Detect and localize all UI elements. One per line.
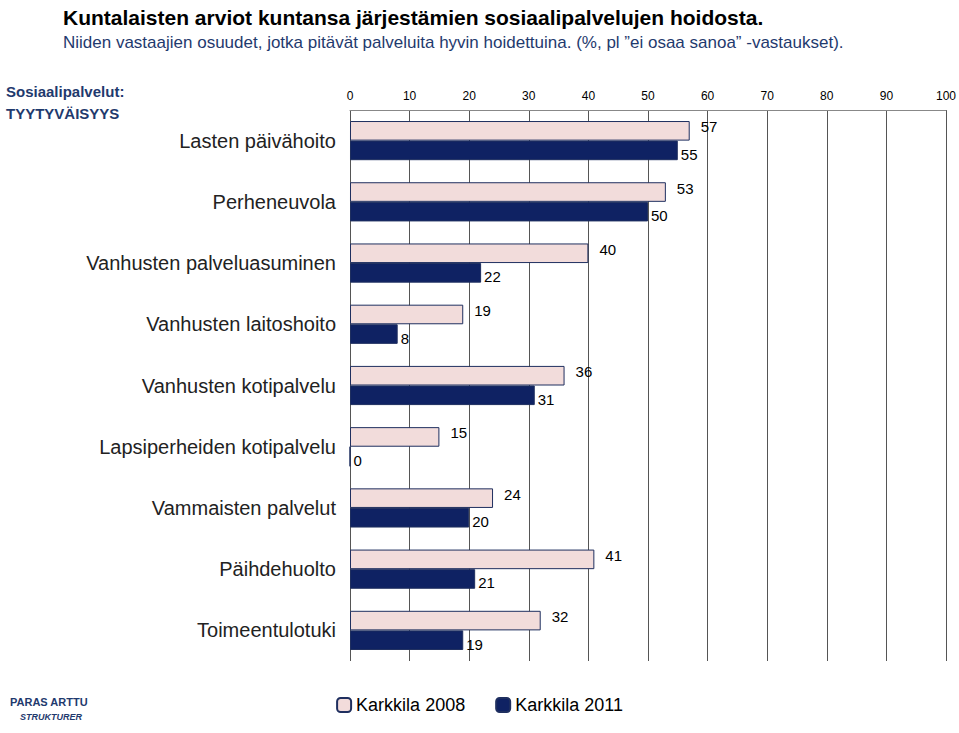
svg-text:100: 100 bbox=[936, 89, 956, 103]
svg-text:36: 36 bbox=[576, 363, 593, 380]
svg-text:57: 57 bbox=[701, 118, 718, 135]
svg-text:STRUKTURER: STRUKTURER bbox=[20, 712, 82, 722]
svg-text:Karkkila 2008: Karkkila 2008 bbox=[356, 695, 465, 715]
svg-text:Sosiaalipalvelut:: Sosiaalipalvelut: bbox=[6, 83, 124, 100]
svg-text:40: 40 bbox=[599, 241, 616, 258]
svg-text:20: 20 bbox=[472, 513, 489, 530]
svg-text:19: 19 bbox=[474, 302, 491, 319]
svg-text:24: 24 bbox=[504, 486, 521, 503]
svg-text:70: 70 bbox=[761, 89, 775, 103]
svg-text:41: 41 bbox=[605, 547, 622, 564]
svg-text:Vanhusten palveluasuminen: Vanhusten palveluasuminen bbox=[86, 252, 336, 274]
svg-text:30: 30 bbox=[522, 89, 536, 103]
svg-text:8: 8 bbox=[401, 330, 409, 347]
svg-text:21: 21 bbox=[478, 574, 495, 591]
svg-text:PARAS ARTTU: PARAS ARTTU bbox=[10, 696, 88, 708]
svg-text:Kuntalaisten arviot kuntansa j: Kuntalaisten arviot kuntansa järjestämie… bbox=[63, 6, 763, 29]
svg-text:Lapsiperheiden kotipalvelu: Lapsiperheiden kotipalvelu bbox=[99, 436, 336, 458]
svg-text:TYYTYVÄISYYS: TYYTYVÄISYYS bbox=[6, 105, 119, 122]
svg-text:Karkkila 2011: Karkkila 2011 bbox=[515, 695, 623, 715]
svg-text:15: 15 bbox=[450, 424, 467, 441]
svg-text:0: 0 bbox=[347, 89, 354, 103]
svg-text:90: 90 bbox=[880, 89, 894, 103]
svg-text:60: 60 bbox=[701, 89, 715, 103]
svg-text:Vanhusten kotipalvelu: Vanhusten kotipalvelu bbox=[142, 375, 336, 397]
svg-text:Niiden vastaajien osuudet, jot: Niiden vastaajien osuudet, jotka pitävät… bbox=[63, 33, 844, 52]
svg-text:80: 80 bbox=[820, 89, 834, 103]
svg-text:50: 50 bbox=[651, 207, 668, 224]
svg-text:10: 10 bbox=[403, 89, 417, 103]
svg-text:31: 31 bbox=[538, 391, 555, 408]
svg-text:0: 0 bbox=[354, 452, 362, 469]
svg-text:32: 32 bbox=[552, 608, 569, 625]
svg-text:Toimeentulotuki: Toimeentulotuki bbox=[197, 619, 336, 641]
svg-text:Päihdehuolto: Päihdehuolto bbox=[219, 558, 336, 580]
svg-text:Vanhusten laitoshoito: Vanhusten laitoshoito bbox=[146, 313, 336, 335]
svg-text:Vammaisten palvelut: Vammaisten palvelut bbox=[152, 497, 337, 519]
svg-text:55: 55 bbox=[681, 146, 698, 163]
svg-text:53: 53 bbox=[677, 180, 694, 197]
svg-text:Perheneuvola: Perheneuvola bbox=[213, 191, 337, 213]
svg-text:20: 20 bbox=[463, 89, 477, 103]
svg-text:19: 19 bbox=[466, 636, 483, 653]
svg-text:50: 50 bbox=[641, 89, 655, 103]
svg-text:Lasten päivähoito: Lasten päivähoito bbox=[179, 130, 336, 152]
svg-text:40: 40 bbox=[582, 89, 596, 103]
svg-text:22: 22 bbox=[484, 268, 501, 285]
